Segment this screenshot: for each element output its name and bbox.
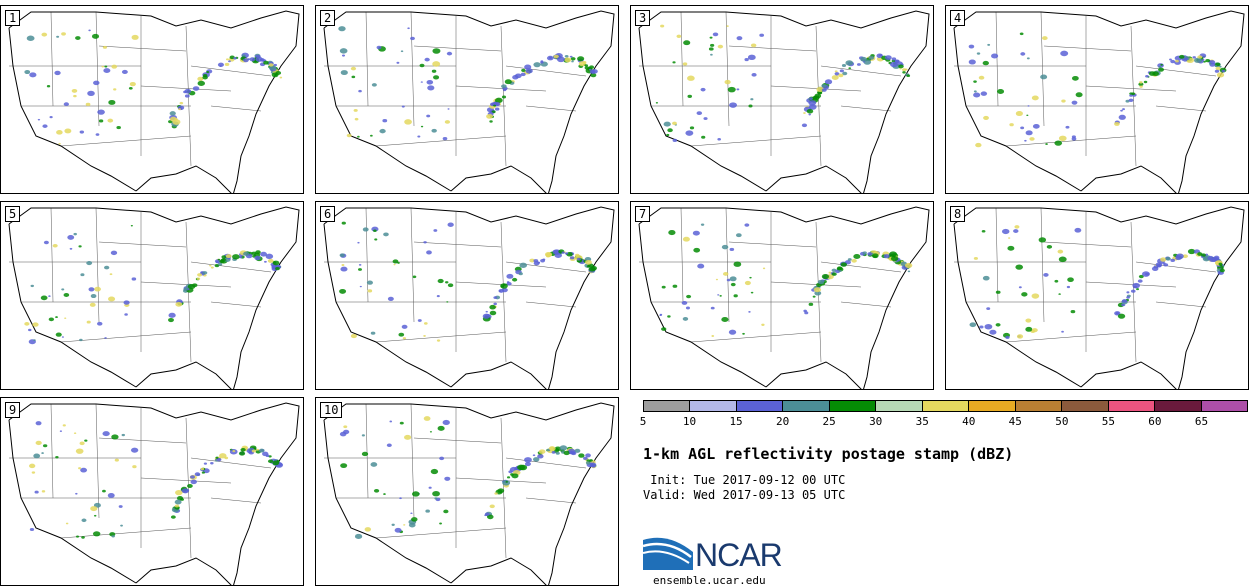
reflectivity-map xyxy=(323,206,615,389)
postage-stamp-panel-7: 7 xyxy=(630,201,934,390)
panel-number: 7 xyxy=(635,206,651,222)
postage-stamp-panel-2: 2 xyxy=(315,5,619,194)
panel-number: 10 xyxy=(320,402,343,418)
panel-number: 3 xyxy=(635,10,651,26)
colorbar-tick-label: 5 xyxy=(639,415,647,428)
colorbar-tick-label: 10 xyxy=(682,415,697,428)
reflectivity-map xyxy=(638,10,930,193)
panel-number: 6 xyxy=(320,206,336,222)
colorbar-segment xyxy=(1155,401,1202,411)
reflectivity-map xyxy=(953,206,1245,389)
colorbar-segment xyxy=(829,401,877,411)
colorbar-tick-label: 35 xyxy=(915,415,929,428)
valid-time: Valid: Wed 2017-09-13 05 UTC xyxy=(643,488,846,502)
colorbar-tick-label: 55 xyxy=(1101,415,1115,428)
site-url: ensemble.ucar.edu xyxy=(653,574,766,587)
reflectivity-map xyxy=(953,10,1245,193)
reflectivity-map xyxy=(323,402,615,585)
colorbar-segment xyxy=(1015,401,1063,411)
reflectivity-map xyxy=(8,10,300,193)
panel-number: 4 xyxy=(950,10,966,26)
postage-stamp-panel-10: 10 xyxy=(315,397,619,586)
panel-number: 5 xyxy=(5,206,21,222)
reflectivity-map xyxy=(638,206,930,389)
colorbar-tick-label: 20 xyxy=(775,415,790,428)
page-title: 1-km AGL reflectivity postage stamp (dBZ… xyxy=(643,445,1014,463)
reflectivity-colorbar xyxy=(643,400,1248,412)
colorbar-tick-label: 15 xyxy=(729,415,743,428)
ncar-logo-text: NCAR xyxy=(695,537,783,573)
colorbar-segment xyxy=(922,401,970,411)
reflectivity-map xyxy=(8,402,300,585)
colorbar-segment xyxy=(1062,401,1109,411)
init-time: Init: Tue 2017-09-12 00 UTC xyxy=(643,473,846,487)
colorbar-tick-label: 60 xyxy=(1148,415,1162,428)
colorbar-tick-labels: 5 10 15 20 25 30 35 40 45 50 55 60 65 xyxy=(639,415,1248,429)
postage-stamp-panel-1: 1 xyxy=(0,5,304,194)
colorbar-segment xyxy=(969,401,1016,411)
colorbar-segment xyxy=(876,401,923,411)
postage-stamp-panel-6: 6 xyxy=(315,201,619,390)
ncar-logo-icon xyxy=(643,537,693,570)
colorbar-tick-label: 50 xyxy=(1055,415,1069,428)
colorbar-tick-label: 40 xyxy=(962,415,976,428)
colorbar-tick-label: 30 xyxy=(869,415,883,428)
panel-number: 9 xyxy=(5,402,21,418)
colorbar-tick-label: 45 xyxy=(1008,415,1022,428)
colorbar-segment xyxy=(644,401,691,411)
postage-stamp-panel-5: 5 xyxy=(0,201,304,390)
colorbar-tick-label: 25 xyxy=(822,415,836,428)
postage-stamp-panel-4: 4 xyxy=(945,5,1249,194)
colorbar-segment xyxy=(783,401,830,411)
colorbar-segment xyxy=(1108,401,1156,411)
reflectivity-map xyxy=(323,10,615,193)
colorbar-segment xyxy=(1201,401,1248,411)
reflectivity-map xyxy=(8,206,300,389)
postage-stamp-panel-3: 3 xyxy=(630,5,934,194)
panel-number: 8 xyxy=(950,206,966,222)
postage-stamp-panel-9: 9 xyxy=(0,397,304,586)
panel-number: 2 xyxy=(320,10,336,26)
panel-number: 1 xyxy=(5,10,21,26)
colorbar-tick-label: 65 xyxy=(1194,415,1209,428)
colorbar-segment xyxy=(690,401,737,411)
postage-stamp-panel-8: 8 xyxy=(945,201,1249,390)
colorbar-segment xyxy=(736,401,784,411)
